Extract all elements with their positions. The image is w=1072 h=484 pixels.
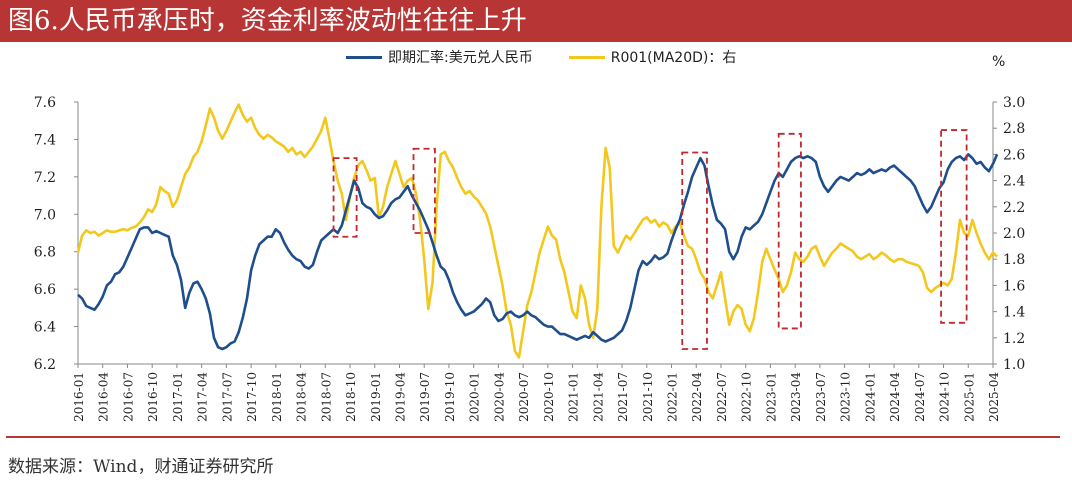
x-tick-label: 2024-04 [888, 372, 902, 422]
y-left-tick-label: 6.4 [34, 320, 56, 336]
x-tick-label: 2021-07 [616, 372, 630, 422]
x-tick-label: 2025-01 [962, 372, 976, 422]
series-line-fx [77, 153, 999, 351]
x-tick-label: 2016-04 [97, 372, 111, 422]
chart-title: 图6.人民币承压时，资金利率波动性往往上升 [8, 6, 527, 36]
chart-canvas: 6.2 6.4 6.6 6.8 7.0 7.2 7.4 7.6 1.0 1.2 1.4 1.6 1.8 2… [34, 95, 1026, 422]
x-tick-label: 2020-04 [492, 372, 506, 422]
y-right-tick-label: 2.8 [1003, 121, 1025, 137]
right-axis-unit: % [992, 54, 1006, 70]
x-tick-label: 2017-01 [171, 372, 185, 422]
x-tick-label: 2022-07 [715, 372, 729, 422]
y-left-tick-label: 7.2 [34, 170, 56, 186]
x-tick-label: 2017-10 [245, 372, 259, 422]
y-right-tick-label: 2.4 [1003, 174, 1025, 190]
x-tick-label: 2016-07 [121, 372, 135, 422]
x-tick-label: 2018-07 [319, 372, 333, 422]
source-note: 数据来源：Wind，财通证券研究所 [8, 457, 274, 477]
x-tick-label: 2019-07 [418, 372, 432, 422]
y-right-tick-label: 1.2 [1003, 331, 1025, 347]
x-tick-label: 2024-07 [913, 372, 927, 422]
x-tick-label: 2018-10 [344, 372, 358, 422]
footer-divider [6, 436, 1060, 438]
x-tick-label: 2023-10 [839, 372, 853, 422]
legend-swatch-fx [346, 55, 382, 59]
title-bar: 图6.人民币承压时，资金利率波动性往往上升 [0, 0, 1072, 42]
y-right-tick-label: 2.0 [1003, 226, 1025, 242]
legend-label-fx: 即期汇率:美元兑人民币 [388, 50, 533, 66]
y-right-tick-label: 1.6 [1003, 278, 1025, 294]
x-tick-label: 2017-07 [220, 372, 234, 422]
y-left-tick-label: 6.8 [34, 245, 56, 261]
x-tick-label: 2024-10 [938, 372, 952, 422]
legend-label-r001: R001(MA20D)：右 [610, 50, 737, 66]
y-right-tick-label: 3.0 [1003, 95, 1025, 111]
series-line-r001 [76, 103, 999, 359]
x-tick-label: 2025-04 [987, 372, 1001, 422]
x-tick-label: 2020-01 [468, 372, 482, 422]
x-tick-label: 2021-01 [567, 372, 581, 422]
y-left-tick-label: 7.6 [34, 95, 56, 111]
x-tick-label: 2019-01 [369, 372, 383, 422]
x-tick-label: 2018-04 [295, 372, 309, 422]
highlight-box [940, 129, 968, 324]
y-right-tick-label: 1.4 [1003, 305, 1025, 321]
highlight-box [681, 151, 708, 350]
x-tick-label: 2023-07 [814, 372, 828, 422]
legend: 即期汇率:美元兑人民币 R001(MA20D)：右 [346, 46, 772, 68]
x-tick-label: 2022-01 [666, 372, 680, 422]
y-left-tick-label: 6.2 [34, 357, 56, 373]
y-left-tick-label: 7.4 [34, 132, 56, 148]
y-left-tick-label: 7.0 [34, 207, 56, 223]
y-right-tick-label: 1.0 [1003, 357, 1025, 373]
x-tick-label: 2019-10 [443, 372, 457, 422]
x-tick-label: 2021-10 [641, 372, 655, 422]
y-left-tick-label: 6.6 [34, 282, 56, 298]
x-tick-label: 2019-04 [393, 372, 407, 422]
legend-item-fx: 即期汇率:美元兑人民币 [346, 47, 533, 67]
x-tick-label: 2016-01 [72, 372, 86, 422]
y-right-tick-label: 2.2 [1003, 200, 1025, 216]
legend-swatch-r001 [568, 55, 605, 59]
x-tick-label: 2023-01 [764, 372, 778, 422]
x-tick-label: 2024-01 [863, 372, 877, 422]
y-right-tick-label: 2.6 [1003, 147, 1025, 163]
x-tick-label: 2022-10 [740, 372, 754, 422]
y-right-tick-label: 1.8 [1003, 252, 1025, 268]
highlight-box [412, 147, 436, 234]
x-tick-label: 2021-04 [591, 372, 605, 422]
x-tick-label: 2017-04 [196, 372, 210, 422]
x-tick-label: 2018-01 [270, 372, 284, 422]
x-tick-label: 2016-10 [146, 372, 160, 422]
x-tick-label: 2020-10 [542, 372, 556, 422]
legend-item-r001: R001(MA20D)：右 [568, 47, 737, 67]
highlight-box [332, 157, 358, 238]
x-tick-label: 2023-04 [789, 372, 803, 422]
x-tick-label: 2020-07 [517, 372, 531, 422]
highlight-box [777, 132, 802, 330]
x-tick-label: 2022-04 [690, 372, 704, 422]
